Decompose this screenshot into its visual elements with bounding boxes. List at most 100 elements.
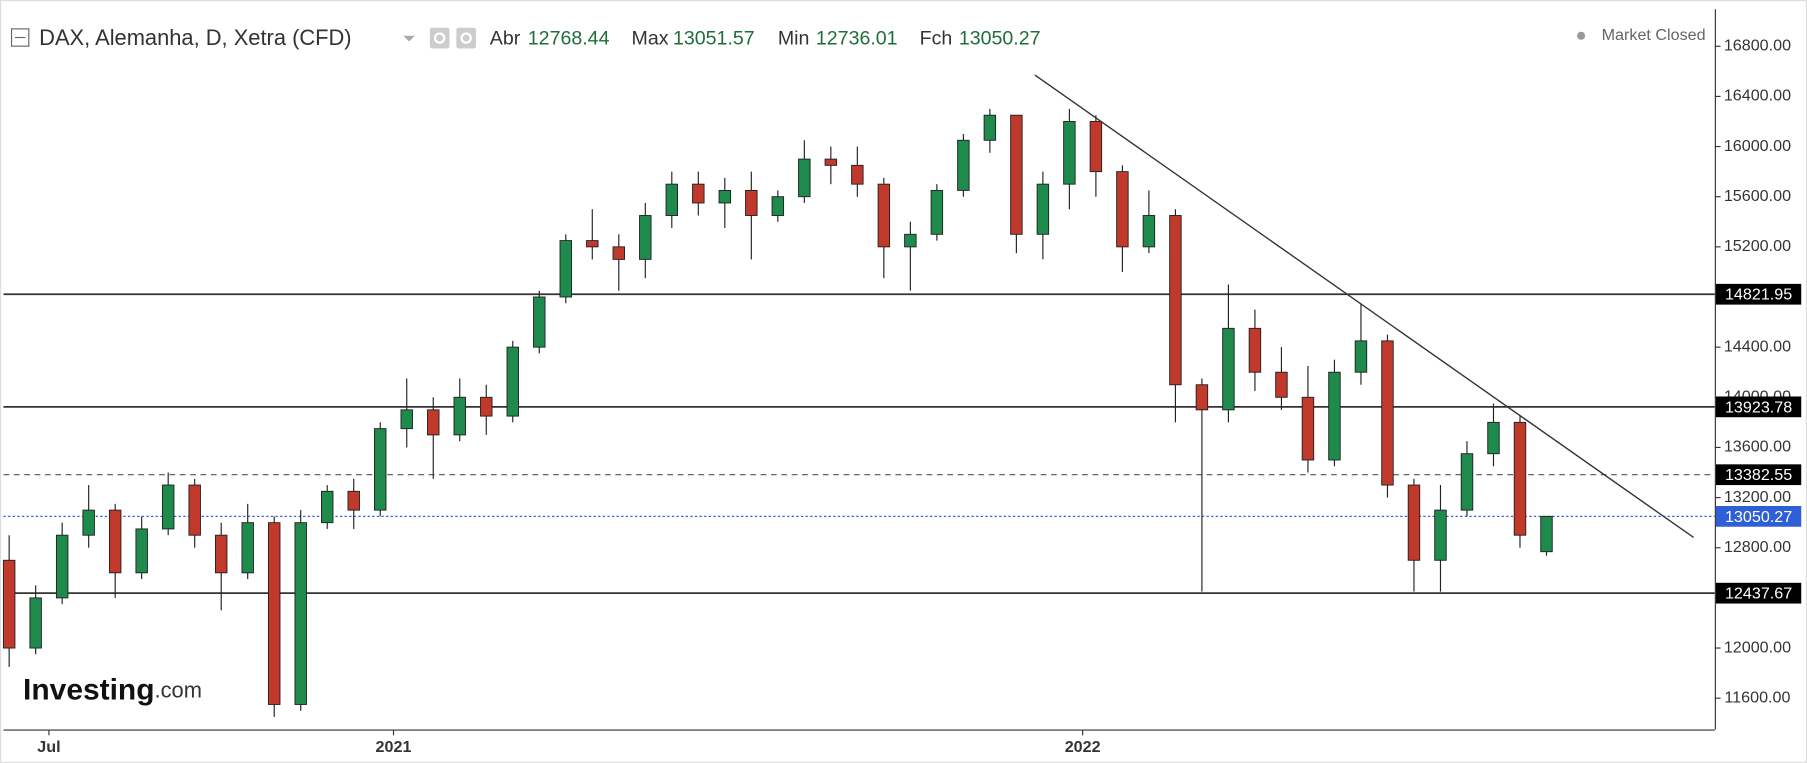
candle-body xyxy=(374,428,387,511)
candle-body xyxy=(559,240,573,298)
stat-value: 12768.44 xyxy=(528,27,610,49)
candle-body xyxy=(1407,484,1421,561)
level-label-box xyxy=(1715,505,1802,527)
candle-body xyxy=(241,522,254,574)
candle-body xyxy=(771,196,785,216)
y-tick-label: 12800.00 xyxy=(1724,538,1791,556)
y-tick-label: 14400.00 xyxy=(1724,337,1791,355)
candle-body xyxy=(1487,421,1500,455)
level-label-box xyxy=(1715,283,1802,305)
candle-body xyxy=(983,114,997,141)
y-tick-label: 13200.00 xyxy=(1724,488,1791,506)
candle-body xyxy=(108,509,122,574)
candle-body xyxy=(1381,340,1394,486)
candle-body xyxy=(161,484,175,530)
level-label-box xyxy=(1715,582,1802,604)
candle-body xyxy=(427,409,440,436)
settings-glyph xyxy=(460,32,472,44)
candle-body xyxy=(665,183,679,216)
candle-body xyxy=(1116,171,1129,248)
candle-body xyxy=(29,597,42,649)
candle-body xyxy=(1275,371,1288,398)
watermark-brand: Investing xyxy=(23,673,154,706)
candle-body xyxy=(1036,183,1050,235)
stat-value: 13050.27 xyxy=(959,27,1041,49)
plot-area xyxy=(2,74,1715,717)
level-label: 13050.27 xyxy=(1725,508,1792,526)
y-tick-label: 11600.00 xyxy=(1724,688,1790,706)
candle-body xyxy=(1460,453,1474,511)
candle-body xyxy=(506,346,519,417)
candle-body xyxy=(930,189,944,235)
candle-body xyxy=(1434,509,1447,561)
y-tick-label: 16800.00 xyxy=(1724,37,1791,55)
candle-body xyxy=(135,528,148,574)
ohlc-stats: Abr 12768.44 Max 13051.57 Min 12736.01 Fch 1305… xyxy=(490,27,1041,49)
candle-body xyxy=(82,509,95,536)
candle-body xyxy=(798,158,811,198)
candle-body xyxy=(1328,371,1341,461)
market-status: Market Closed xyxy=(1602,26,1706,44)
candle-body xyxy=(1169,215,1182,386)
trendline xyxy=(1034,74,1694,539)
candle-body xyxy=(824,158,838,166)
level-label: 13923.78 xyxy=(1725,398,1792,416)
y-tick-label: 16000.00 xyxy=(1724,137,1791,155)
watermark: Investing.com xyxy=(23,673,202,706)
level-label: 12437.67 xyxy=(1725,585,1792,603)
candle-body xyxy=(851,164,864,185)
candle-body xyxy=(612,246,626,260)
y-tick-label: 15600.00 xyxy=(1724,187,1791,205)
icon-button[interactable] xyxy=(429,27,450,49)
candle-body xyxy=(1063,121,1076,185)
watermark-suffix: .com xyxy=(155,677,202,702)
stat-value: 12736.01 xyxy=(816,27,898,49)
stat-label: Abr xyxy=(490,27,521,49)
candle-body xyxy=(1222,327,1235,411)
status-dot xyxy=(1577,31,1586,40)
candle-body xyxy=(1540,515,1553,553)
candle-body xyxy=(1354,340,1368,373)
candle-body xyxy=(55,534,69,599)
candle-body xyxy=(639,215,652,260)
candle-body xyxy=(1142,215,1156,248)
candle-body xyxy=(692,183,705,204)
candle-body xyxy=(188,484,201,536)
candle-body xyxy=(745,189,758,216)
dropdown-arrow[interactable] xyxy=(403,35,415,42)
candle-body xyxy=(453,396,466,436)
candle-body xyxy=(904,233,917,248)
candle-body xyxy=(1010,114,1023,235)
y-tick-label: 16400.00 xyxy=(1724,87,1791,105)
candle-body xyxy=(1301,396,1315,461)
candle-body xyxy=(1248,327,1262,373)
candle-body xyxy=(877,183,891,248)
candle-body xyxy=(214,534,228,574)
candle-body xyxy=(480,396,493,417)
x-tick-label: 2021 xyxy=(376,738,412,756)
stat-label: Fch xyxy=(920,27,953,49)
level-label: 13382.55 xyxy=(1725,466,1792,484)
stat-value: 13051.57 xyxy=(673,27,755,49)
level-label: 14821.95 xyxy=(1725,286,1792,304)
candle-body xyxy=(533,296,546,348)
candle-body xyxy=(718,189,732,204)
candle-body xyxy=(347,490,360,511)
chart-title: DAX, Alemanha, D, Xetra (CFD) xyxy=(39,25,351,50)
collapse-icon[interactable] xyxy=(10,28,30,47)
candle-body xyxy=(294,522,307,705)
candle-body xyxy=(321,490,334,524)
y-tick-label: 15200.00 xyxy=(1724,237,1791,255)
candle-body xyxy=(1089,121,1103,173)
candle-body xyxy=(2,559,16,649)
settings-button[interactable] xyxy=(456,27,476,49)
stat-label: Max xyxy=(632,27,669,49)
candle-body xyxy=(400,409,413,430)
y-tick-label: 13600.00 xyxy=(1724,438,1791,456)
candle-body xyxy=(586,240,599,248)
level-label-box xyxy=(1715,396,1802,418)
x-tick-label: 2022 xyxy=(1065,738,1101,756)
icon-glyph xyxy=(433,32,446,44)
